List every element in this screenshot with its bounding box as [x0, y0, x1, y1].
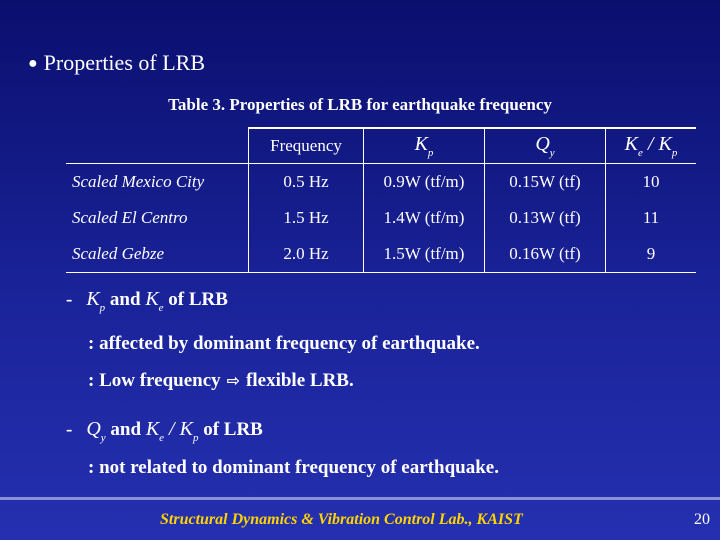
right-arrow-icon: ⇨ [226, 371, 241, 390]
footer-lab-name: Structural Dynamics & Vibration Control … [160, 511, 523, 528]
row-ratio: 9 [605, 236, 696, 273]
bullet-icon: ● [28, 55, 38, 72]
header-qy: Qy [484, 127, 606, 164]
row-kp: 0.9W (tf/m) [363, 163, 485, 200]
point-kp-ke: - Kp and Ke of LRB [66, 288, 228, 314]
row-kp: 1.4W (tf/m) [363, 200, 485, 236]
header-blank [66, 128, 249, 164]
table-row: Scaled Mexico City 0.5 Hz 0.9W (tf/m) 0.… [66, 163, 696, 200]
table-header-row: Frequency Kp Qy Ke / Kp [66, 127, 696, 164]
page-number: 20 [694, 511, 710, 528]
table-caption: Table 3. Properties of LRB for earthquak… [168, 95, 552, 114]
row-frequency: 0.5 Hz [248, 163, 364, 200]
header-frequency: Frequency [248, 127, 364, 164]
header-kp: Kp [363, 127, 485, 164]
header-ke-kp: Ke / Kp [605, 127, 696, 164]
point-qy-ratio-line1: : not related to dominant frequency of e… [88, 457, 499, 478]
row-qy: 0.13W (tf) [484, 200, 606, 236]
properties-table: Frequency Kp Qy Ke / Kp Scaled Mexico Ci… [66, 127, 696, 273]
point-kp-ke-line1: : affected by dominant frequency of eart… [88, 333, 480, 354]
row-ratio: 10 [605, 163, 696, 200]
row-name: Scaled Mexico City [72, 172, 205, 191]
heading-text: Properties of LRB [43, 50, 205, 75]
row-frequency: 1.5 Hz [248, 200, 364, 236]
slide-heading: ● Properties of LRB [28, 50, 205, 76]
row-ratio: 11 [605, 200, 696, 236]
table-row: Scaled El Centro 1.5 Hz 1.4W (tf/m) 0.13… [66, 200, 696, 236]
row-frequency: 2.0 Hz [248, 236, 364, 273]
row-name: Scaled Gebze [66, 236, 249, 273]
point-qy-ratio: - Qy and Ke / Kp of LRB [66, 418, 263, 444]
point-kp-ke-line2: : Low frequency ⇨ flexible LRB. [88, 370, 354, 391]
footer-divider [0, 497, 720, 500]
row-kp: 1.5W (tf/m) [363, 236, 485, 273]
table-row: Scaled Gebze 2.0 Hz 1.5W (tf/m) 0.16W (t… [66, 236, 696, 273]
row-name: Scaled El Centro [72, 208, 188, 227]
row-qy: 0.16W (tf) [484, 236, 606, 273]
row-qy: 0.15W (tf) [484, 163, 606, 200]
